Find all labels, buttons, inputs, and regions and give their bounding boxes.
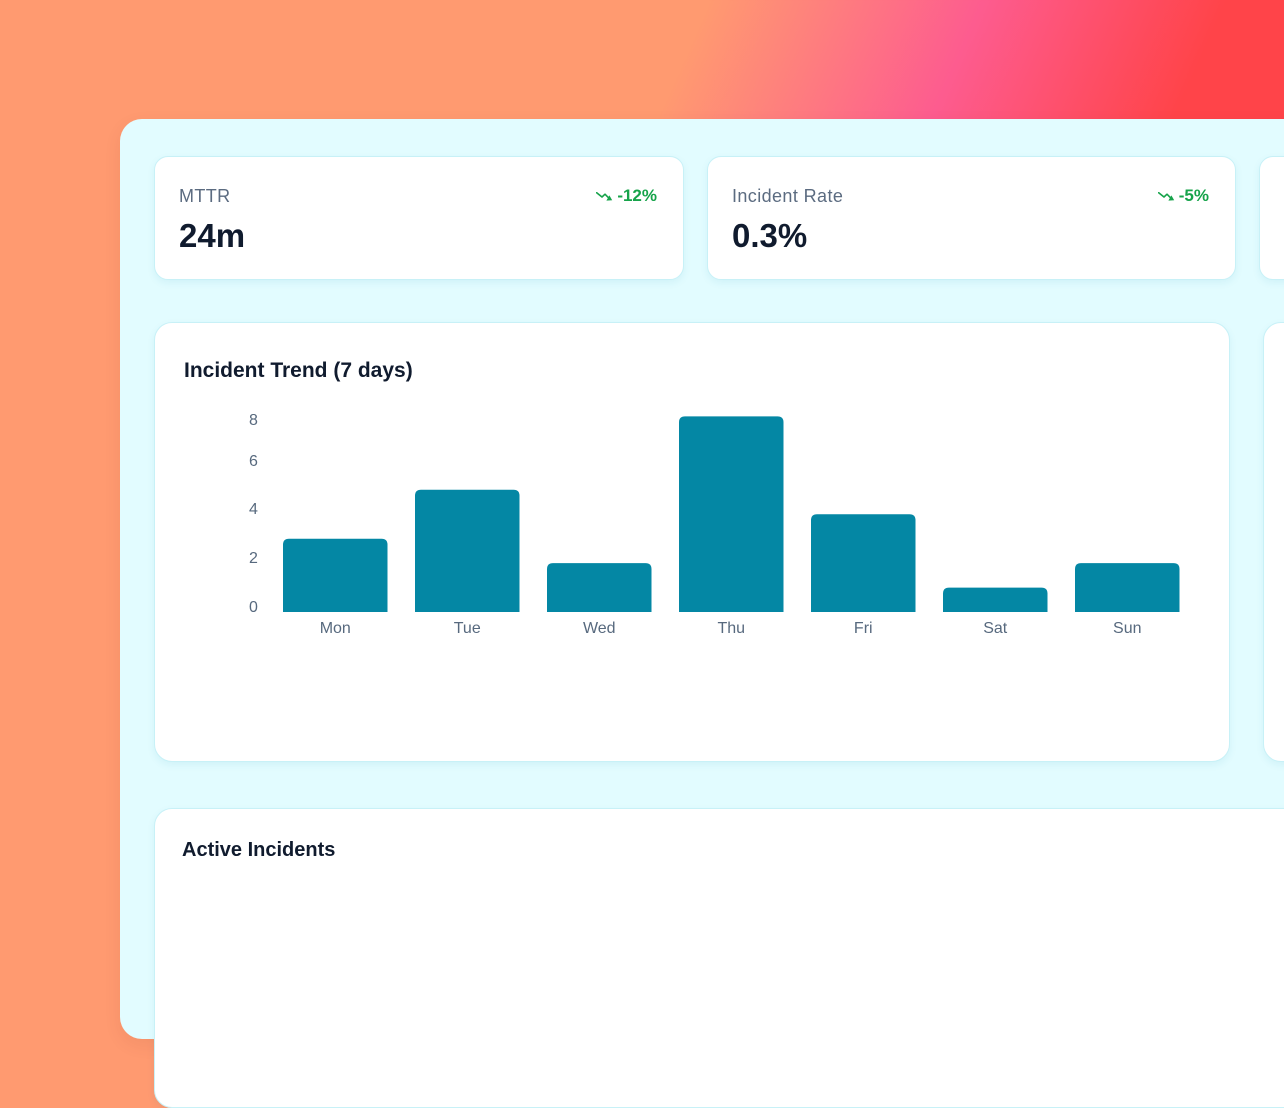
svg-text:2: 2 (249, 550, 258, 567)
svg-text:Mon: Mon (320, 620, 351, 637)
svg-text:8: 8 (249, 412, 258, 429)
svg-text:Thu: Thu (717, 620, 745, 637)
svg-text:Tue: Tue (454, 620, 481, 637)
svg-text:6: 6 (249, 453, 258, 470)
svg-text:Sat: Sat (983, 620, 1008, 637)
svg-text:Wed: Wed (583, 620, 616, 637)
svg-text:0: 0 (249, 599, 258, 616)
svg-text:4: 4 (249, 501, 258, 518)
svg-text:Sun: Sun (1113, 620, 1141, 637)
svg-text:Fri: Fri (854, 620, 873, 637)
